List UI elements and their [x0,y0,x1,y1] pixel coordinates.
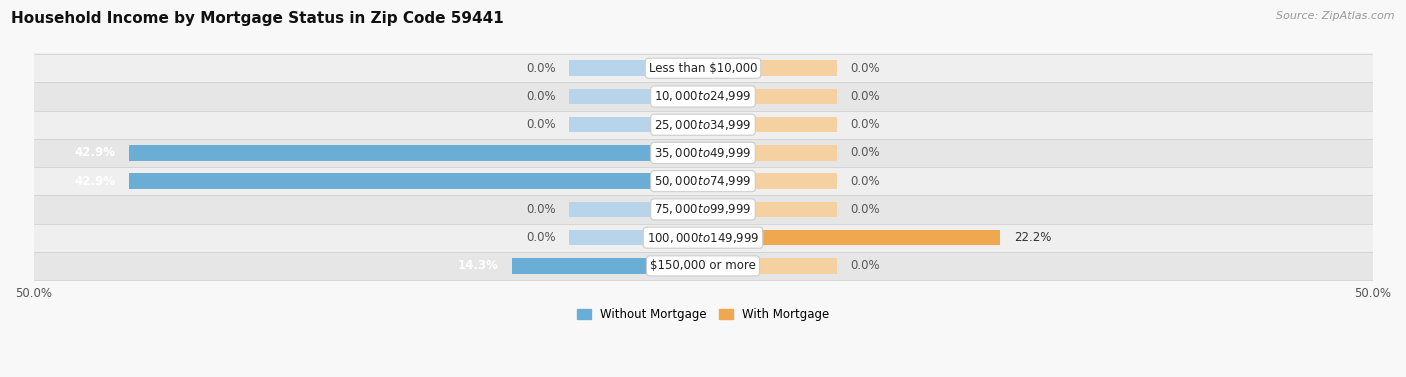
Text: 0.0%: 0.0% [526,231,555,244]
Bar [703,230,837,245]
Bar [34,110,1372,139]
Bar [34,139,1372,167]
Text: 42.9%: 42.9% [75,146,115,159]
Bar [569,258,703,274]
Bar [34,167,1372,195]
Bar [34,54,1372,82]
Text: $75,000 to $99,999: $75,000 to $99,999 [654,202,752,216]
Text: $50,000 to $74,999: $50,000 to $74,999 [654,174,752,188]
Bar [34,195,1372,224]
Bar [569,202,703,217]
Text: 0.0%: 0.0% [526,203,555,216]
Bar [512,258,703,274]
Bar [34,224,1372,252]
Bar [128,145,703,161]
Text: 22.2%: 22.2% [1014,231,1052,244]
Text: 0.0%: 0.0% [851,146,880,159]
Text: 0.0%: 0.0% [851,203,880,216]
Bar [569,230,703,245]
Text: Less than $10,000: Less than $10,000 [648,62,758,75]
Bar [703,230,1000,245]
Bar [569,60,703,76]
Text: 14.3%: 14.3% [457,259,498,273]
Text: $35,000 to $49,999: $35,000 to $49,999 [654,146,752,160]
Bar [703,117,837,132]
Text: 0.0%: 0.0% [851,175,880,188]
Bar [703,60,837,76]
Bar [34,82,1372,110]
Bar [703,89,837,104]
Text: 0.0%: 0.0% [851,90,880,103]
Text: 0.0%: 0.0% [851,62,880,75]
Text: 0.0%: 0.0% [526,62,555,75]
Bar [703,145,837,161]
Bar [703,258,837,274]
Text: $100,000 to $149,999: $100,000 to $149,999 [647,231,759,245]
Bar [128,173,703,189]
Legend: Without Mortgage, With Mortgage: Without Mortgage, With Mortgage [572,303,834,326]
Text: 42.9%: 42.9% [75,175,115,188]
Text: Source: ZipAtlas.com: Source: ZipAtlas.com [1277,11,1395,21]
Text: 0.0%: 0.0% [526,118,555,131]
Text: $25,000 to $34,999: $25,000 to $34,999 [654,118,752,132]
Text: 0.0%: 0.0% [851,118,880,131]
Text: 0.0%: 0.0% [526,90,555,103]
Bar [569,145,703,161]
Bar [569,173,703,189]
Text: $10,000 to $24,999: $10,000 to $24,999 [654,89,752,103]
Text: $150,000 or more: $150,000 or more [650,259,756,273]
Text: Household Income by Mortgage Status in Zip Code 59441: Household Income by Mortgage Status in Z… [11,11,503,26]
Bar [703,173,837,189]
Bar [34,252,1372,280]
Bar [569,117,703,132]
Bar [569,89,703,104]
Text: 0.0%: 0.0% [851,259,880,273]
Bar [703,202,837,217]
